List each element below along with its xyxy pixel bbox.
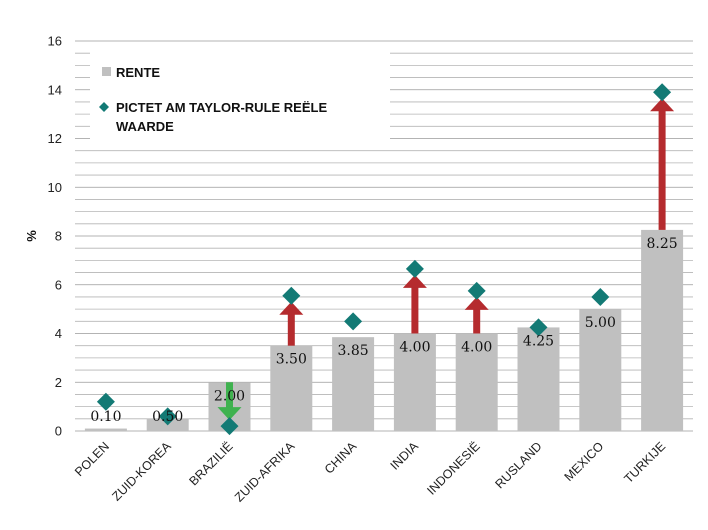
arrow-shaft: [226, 382, 233, 409]
x-tick-label: ZUID-AFRIKA: [232, 439, 298, 505]
y-tick-label: 16: [48, 34, 62, 49]
y-tick-label: 14: [48, 82, 62, 97]
x-tick-label: BRAZILIË: [186, 439, 235, 488]
taylor-marker: [96, 392, 115, 411]
legend-taylor-label-line2: WAARDE: [116, 119, 174, 134]
arrow-shaft: [287, 313, 295, 346]
legend-rente-label: RENTE: [116, 65, 160, 80]
bar-value-label: 8.25: [647, 236, 678, 252]
arrows: [217, 98, 675, 421]
arrow-shaft: [473, 308, 481, 334]
bar: [517, 327, 560, 431]
legend-taylor-label: PICTET AM TAYLOR-RULE REËLE: [116, 100, 327, 115]
arrow: [279, 301, 304, 346]
taylor-marker: [344, 312, 363, 331]
y-axis-ticks: 0 2 4 6 8 10 12 14 16: [48, 34, 62, 439]
legend-taylor-diamond: [99, 102, 109, 112]
x-tick-label: INDONESIË: [424, 439, 483, 498]
x-tick-label: INDIA: [388, 439, 422, 473]
y-tick-label: 8: [55, 229, 62, 244]
arrow-shaft: [658, 110, 666, 230]
bar: [84, 428, 127, 431]
y-tick-label: 12: [48, 131, 62, 146]
markers: [96, 83, 672, 436]
arrow-head: [217, 407, 242, 421]
x-tick-label: POLEN: [72, 439, 112, 479]
bar: [393, 333, 436, 431]
x-tick-label: ZUID-KOREA: [109, 439, 174, 504]
taylor-marker: [529, 318, 548, 337]
arrow-head: [464, 296, 489, 310]
x-tick-label: RUSLAND: [492, 439, 544, 491]
legend: RENTE PICTET AM TAYLOR-RULE REËLE WAARDE: [90, 50, 390, 146]
taylor-marker: [653, 83, 672, 102]
arrow: [402, 274, 427, 334]
y-tick-label: 10: [48, 180, 62, 195]
arrow-head: [650, 98, 675, 112]
x-tick-label: MEXICO: [562, 439, 607, 484]
y-tick-label: 6: [55, 277, 62, 292]
bar-value-label: 4.25: [523, 333, 554, 349]
bars: [84, 229, 684, 431]
bar-value-label: 0.10: [90, 409, 121, 425]
arrow: [217, 382, 242, 421]
bar: [641, 229, 684, 431]
x-tick-label: TURKIJE: [621, 439, 668, 486]
arrow-shaft: [411, 286, 419, 334]
bar-value-label: 3.50: [276, 352, 307, 368]
bar: [270, 345, 313, 431]
arrow: [650, 98, 675, 230]
bar-value-label: 5.00: [585, 315, 616, 331]
legend-rente-swatch: [102, 67, 111, 76]
arrow: [464, 296, 489, 334]
legend-box: [90, 50, 390, 146]
bar-value-label: 4.00: [461, 340, 492, 356]
taylor-marker: [220, 417, 239, 436]
bar-value-label: 4.00: [399, 340, 430, 356]
taylor-marker: [282, 286, 301, 305]
bar: [579, 309, 622, 431]
y-tick-label: 2: [55, 375, 62, 390]
taylor-marker: [591, 287, 610, 306]
arrow-head: [279, 301, 304, 315]
bar: [455, 333, 498, 431]
arrow-head: [402, 274, 427, 288]
bar-value-label: 3.85: [338, 343, 369, 359]
taylor-marker: [467, 281, 486, 300]
bar-value-labels: 0.10 0.50 2.00 3.50 3.85 4.00 4.00 4.25 5.00 8.25: [90, 236, 677, 425]
bar: [332, 337, 375, 431]
y-axis-label: %: [24, 230, 39, 242]
taylor-marker: [405, 259, 424, 278]
bar-value-label: 0.50: [152, 409, 183, 425]
bar-value-label: 2.00: [214, 388, 245, 404]
y-tick-label: 0: [55, 424, 62, 439]
y-tick-label: 4: [55, 326, 62, 341]
x-tick-label: CHINA: [322, 439, 360, 477]
taylor-marker: [158, 407, 177, 426]
